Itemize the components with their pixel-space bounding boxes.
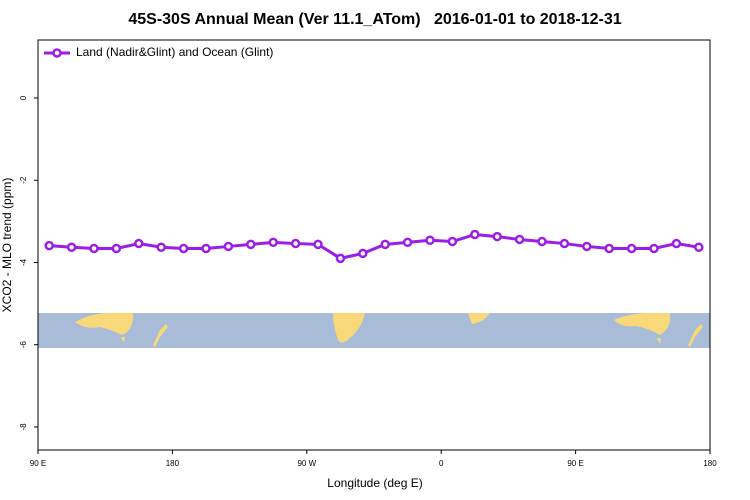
y-axis-label: XCO2 - MLO trend (ppm) bbox=[0, 178, 14, 313]
data-point bbox=[537, 236, 547, 247]
data-point bbox=[492, 231, 502, 242]
data-point bbox=[66, 242, 77, 253]
data-point bbox=[582, 241, 592, 252]
legend-marker bbox=[52, 48, 62, 58]
data-point bbox=[604, 243, 614, 254]
data-point bbox=[313, 239, 323, 250]
y-tick-label: -8 bbox=[19, 423, 28, 431]
data-point bbox=[201, 243, 211, 254]
x-tick-label: 180 bbox=[166, 459, 180, 468]
data-point bbox=[178, 243, 189, 254]
plot-frame bbox=[37, 39, 711, 451]
data-point bbox=[626, 243, 637, 254]
data-point bbox=[290, 238, 301, 249]
data-point bbox=[358, 248, 368, 259]
x-axis-label: Longitude (deg E) bbox=[327, 476, 422, 490]
x-tick-label: 90 W bbox=[297, 459, 316, 468]
data-point bbox=[111, 243, 122, 254]
data-point bbox=[44, 240, 54, 251]
y-tick-label: -6 bbox=[19, 341, 28, 349]
data-point bbox=[380, 239, 390, 250]
data-point bbox=[649, 243, 659, 254]
data-point bbox=[89, 243, 99, 254]
x-tick-label: 0 bbox=[439, 459, 444, 468]
y-tick-label: 0 bbox=[19, 95, 28, 100]
series-line bbox=[49, 232, 700, 260]
data-point bbox=[671, 238, 682, 249]
data-point bbox=[134, 238, 144, 249]
data-point bbox=[447, 236, 458, 247]
data-point bbox=[268, 237, 278, 248]
data-point bbox=[470, 229, 480, 240]
data-point bbox=[246, 239, 256, 250]
chart-title: 45S-30S Annual Mean (Ver 11.1_ATom) 2016… bbox=[128, 11, 621, 28]
data-point bbox=[335, 253, 346, 264]
x-tick-label: 90 E bbox=[567, 459, 583, 468]
data-point bbox=[694, 242, 704, 253]
data-point bbox=[514, 234, 525, 245]
data-point bbox=[402, 237, 413, 248]
map-strip bbox=[38, 313, 710, 348]
data-point bbox=[559, 238, 570, 249]
x-tick-label: 90 E bbox=[30, 459, 46, 468]
legend-label: Land (Nadir&Glint) and Ocean (Glint) bbox=[76, 45, 273, 59]
data-point bbox=[223, 241, 234, 252]
y-tick-label: -4 bbox=[19, 258, 28, 266]
x-tick-label: 180 bbox=[703, 459, 717, 468]
y-tick-label: -2 bbox=[19, 176, 28, 184]
data-point bbox=[156, 242, 166, 253]
data-point bbox=[425, 235, 435, 246]
